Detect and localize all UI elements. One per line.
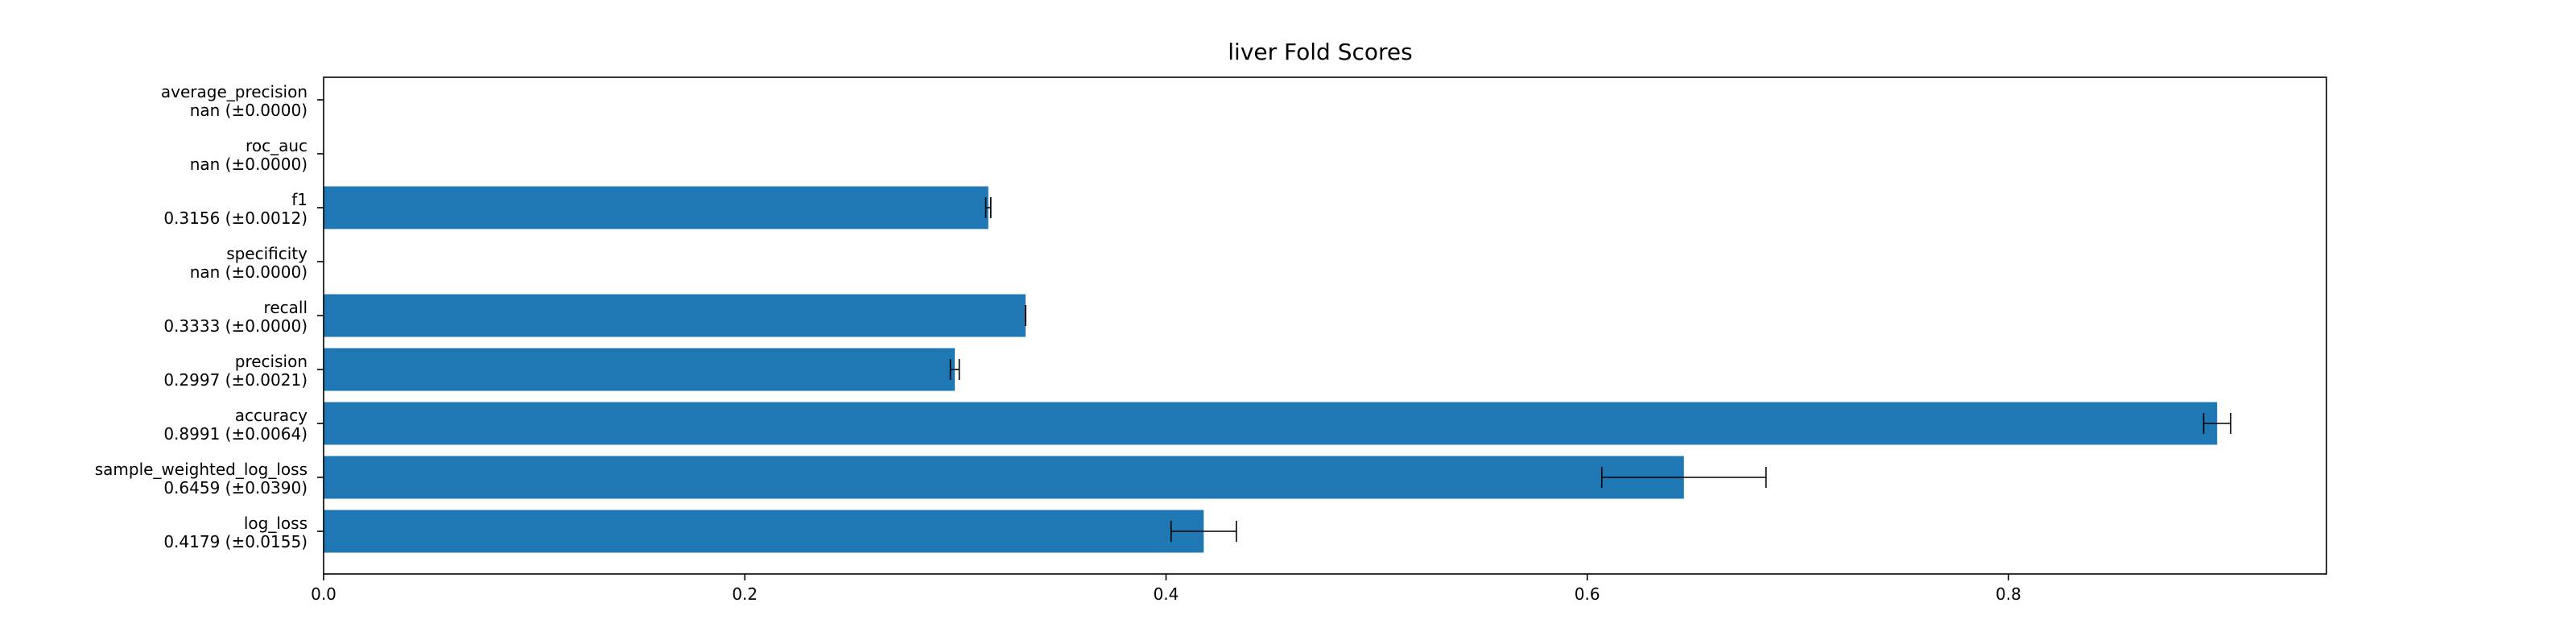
x-tick-label-2: 0.4	[1154, 584, 1179, 604]
x-tick-label-3: 0.6	[1575, 584, 1600, 604]
y-tick-label-sample_weighted_log_loss: sample_weighted_log_loss	[95, 460, 308, 479]
y-tick-score-f1: 0.3156 (±0.0012)	[163, 208, 308, 228]
y-tick-label-specificity: specificity	[226, 244, 308, 263]
bar-accuracy	[324, 402, 2218, 445]
y-tick-score-roc_auc: nan (±0.0000)	[190, 155, 308, 174]
y-tick-label-recall: recall	[264, 298, 308, 317]
y-tick-label-precision: precision	[235, 352, 308, 371]
y-tick-label-roc_auc: roc_auc	[246, 136, 308, 155]
bar-f1	[324, 186, 989, 229]
bar-recall	[324, 294, 1026, 337]
bar-log_loss	[324, 510, 1204, 553]
chart-title: liver Fold Scores	[1228, 39, 1412, 65]
bar-precision	[324, 348, 956, 391]
bar-sample_weighted_log_loss	[324, 456, 1684, 499]
y-tick-score-log_loss: 0.4179 (±0.0155)	[163, 532, 308, 551]
y-tick-score-average_precision: nan (±0.0000)	[190, 101, 308, 120]
x-tick-label-0: 0.0	[311, 584, 336, 604]
y-tick-score-specificity: nan (±0.0000)	[190, 262, 308, 282]
y-tick-score-accuracy: 0.8991 (±0.0064)	[163, 424, 308, 444]
error-bar-sample_weighted_log_loss	[1600, 467, 1767, 488]
y-tick-score-sample_weighted_log_loss: 0.6459 (±0.0390)	[163, 478, 308, 497]
y-tick-score-precision: 0.2997 (±0.0021)	[163, 370, 308, 390]
error-bar-accuracy	[2202, 413, 2231, 434]
plot-frame	[323, 76, 2327, 575]
y-tick-label-log_loss: log_loss	[244, 514, 308, 533]
y-tick-label-f1: f1	[291, 190, 308, 209]
y-tick-score-recall: 0.3333 (±0.0000)	[163, 316, 308, 336]
y-tick-label-average_precision: average_precision	[161, 82, 308, 101]
error-bar-precision	[949, 359, 960, 380]
x-tick-label-1: 0.2	[732, 584, 758, 604]
error-bar-f1	[985, 197, 992, 218]
error-bar-log_loss	[1170, 521, 1237, 542]
y-tick-label-accuracy: accuracy	[235, 406, 308, 425]
x-tick-label-4: 0.8	[1996, 584, 2021, 604]
